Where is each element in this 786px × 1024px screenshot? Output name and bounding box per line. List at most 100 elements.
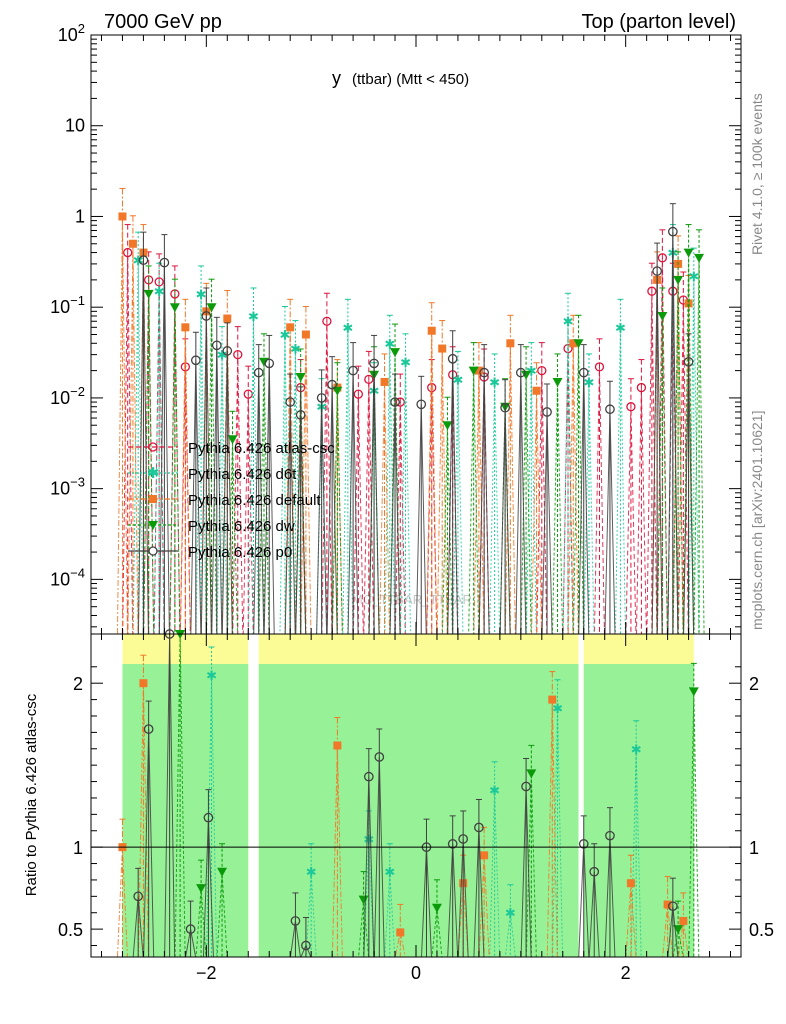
main-point-default — [438, 344, 447, 353]
ratio-ytick-label-left: 2 — [73, 674, 83, 694]
main-point-dw — [468, 366, 479, 376]
main-point-default — [286, 323, 295, 332]
main-point-dw — [295, 373, 306, 383]
main-point-atlas-csc — [657, 253, 668, 263]
main-point-default — [128, 239, 137, 248]
ratio-point-p0 — [521, 781, 531, 792]
main-point-p0 — [652, 266, 662, 276]
ratio-point-dw — [358, 895, 369, 905]
main-point-default — [474, 366, 483, 375]
main-point-dw — [390, 348, 401, 358]
ratio-point-d6t: ✱ — [489, 783, 500, 798]
ratio-point-dw — [217, 867, 228, 877]
ratio-point-p0 — [301, 940, 311, 951]
main-point-default — [301, 330, 310, 339]
plot-title-main: y — [332, 68, 341, 88]
ratio-point-default — [679, 916, 688, 925]
ratio-point-p0 — [185, 924, 196, 934]
legend-marker-triangle-icon — [148, 521, 158, 530]
main-point-p0 — [369, 358, 379, 369]
main-point-p0 — [578, 367, 589, 378]
main-point-atlas-csc — [537, 365, 547, 376]
ratio-point-default — [548, 695, 557, 704]
main-point-p0 — [390, 397, 400, 407]
ratio-point-dw — [673, 925, 684, 935]
xtick-label: 0 — [411, 963, 421, 983]
ratio-uncertainty-bands — [122, 634, 694, 957]
main-point-dw — [673, 275, 684, 285]
main-point-d6t: ✱ — [248, 309, 259, 324]
ratio-point-d6t: ✱ — [206, 668, 217, 683]
main-point-p0 — [211, 340, 222, 351]
main-point-dw — [169, 303, 180, 313]
legend-entry-atlas-csc: Pythia 6.426 atlas-csc — [128, 440, 335, 457]
main-point-default — [223, 314, 232, 323]
ratio-point-dw — [196, 884, 207, 894]
xtick-label: 2 — [621, 963, 631, 983]
main-ytick-label: 10−3 — [50, 475, 85, 499]
legend-marker-square-icon — [149, 495, 157, 503]
main-point-atlas-csc — [154, 277, 164, 287]
main-point-p0 — [515, 367, 526, 378]
main-point-atlas-csc — [353, 389, 363, 399]
ratio-ytick-label-left: 1 — [73, 838, 83, 858]
main-point-p0 — [222, 346, 233, 356]
legend-label-default: Pythia 6.426 default — [188, 492, 321, 509]
watermark-label: MC_TTBAR_TTBAR — [352, 592, 472, 607]
main-series-atlas-csc — [122, 224, 689, 635]
ratio-point-d6t: ✱ — [384, 865, 395, 880]
main-point-dw — [206, 303, 217, 313]
main-ytick-label: 10−1 — [50, 293, 85, 317]
ratio-point-p0 — [363, 771, 374, 782]
legend-entry-default: Pythia 6.426 default — [128, 492, 321, 509]
main-point-p0 — [683, 356, 694, 367]
main-point-p0 — [253, 367, 264, 378]
legend-entry-dw: Pythia 6.426 dw — [128, 518, 295, 535]
legend-entry-d6t: ✱ Pythia 6.426 d6t — [128, 465, 297, 483]
ratio-point-p0 — [133, 891, 144, 902]
main-point-dw — [694, 253, 705, 263]
ratio-band-green — [583, 664, 694, 957]
main-ytick-label: 10−4 — [50, 565, 85, 589]
legend-label-dw: Pythia 6.426 dw — [188, 518, 295, 535]
main-point-d6t: ✱ — [217, 348, 228, 363]
main-series-d6t: ✱✱ ✱✱✱✱✱✱✱✱✱✱✱ ✱✱✱✱✱✱✱ — [132, 224, 700, 635]
legend-marker-star-icon: ✱ — [147, 465, 160, 482]
ratio-point-p0 — [374, 752, 385, 762]
main-point-p0 — [479, 367, 489, 378]
main-point-dw — [227, 435, 238, 445]
main-point-p0 — [159, 257, 170, 268]
axes-frames: 102 10 1 10−1 10−2 10−3 10−4 −2 0 2 0.5 0.5 1 1 2 2 — [50, 21, 774, 983]
main-panel-series: ✱✱ ✱✱✱✱✱✱✱✱✱✱✱ ✱✱✱✱✱✱✱ — [116, 187, 705, 635]
main-point-atlas-csc — [594, 362, 605, 372]
legend-marker-open-circle-icon — [148, 546, 158, 556]
ratio-ytick-label-right: 2 — [749, 674, 759, 694]
main-point-atlas-csc — [123, 247, 133, 258]
main-point-d6t: ✱ — [400, 355, 411, 370]
ratio-point-p0 — [474, 822, 484, 833]
main-point-d6t: ✱ — [154, 284, 165, 299]
main-point-d6t: ✱ — [196, 287, 207, 302]
main-point-default — [380, 377, 389, 386]
ratio-point-p0 — [668, 901, 678, 912]
main-point-d6t: ✱ — [342, 320, 353, 335]
main-line-d6t — [132, 252, 700, 635]
ratio-point-default — [396, 928, 405, 937]
ratio-ytick-label-right: 0.5 — [749, 920, 774, 940]
main-point-default — [684, 299, 693, 308]
main-point-p0 — [295, 410, 306, 420]
ratio-y-axis-label: Ratio to Pythia 6.426 atlas-csc — [23, 693, 40, 896]
ratio-ytick-label-left: 0.5 — [58, 920, 83, 940]
ratio-point-p0 — [589, 866, 600, 877]
main-point-default — [506, 339, 515, 348]
main-point-atlas-csc — [243, 389, 253, 399]
main-point-d6t: ✱ — [452, 372, 463, 387]
main-point-p0 — [190, 355, 201, 366]
ratio-ytick-label-right: 1 — [749, 838, 759, 858]
main-point-atlas-csc — [647, 286, 657, 296]
main-point-default — [532, 386, 541, 395]
main-point-default — [181, 323, 190, 332]
ratio-point-default — [139, 679, 148, 688]
ratio-point-p0 — [290, 916, 301, 926]
